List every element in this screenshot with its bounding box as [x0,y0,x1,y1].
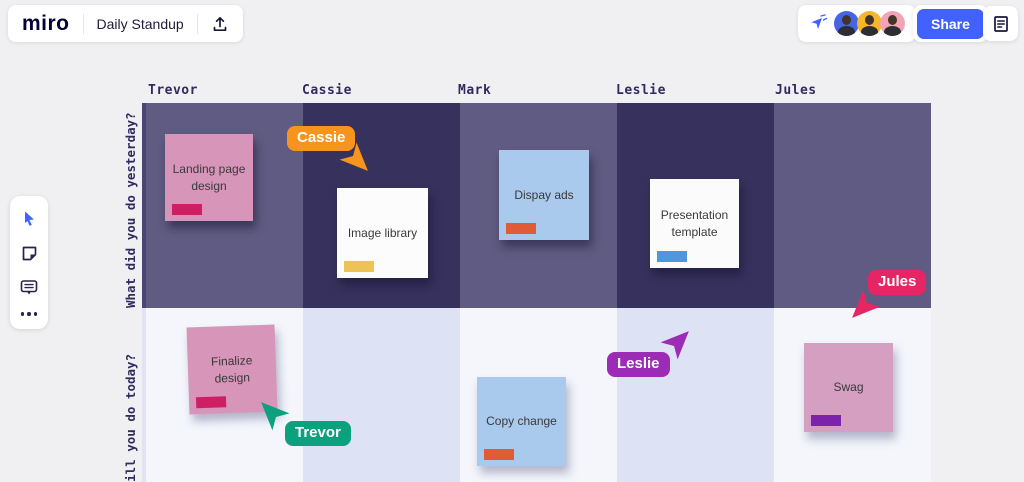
sticky-color-tag [811,415,841,426]
sticky-color-tag [506,223,536,234]
select-tool-icon[interactable] [19,209,39,229]
avatar[interactable] [857,11,882,36]
share-button[interactable]: Share [917,8,984,39]
sticky-note-swag[interactable]: Swag [804,343,893,432]
sticky-text: Image library [347,225,418,240]
share-container: Share [913,5,988,42]
cursor-pointer-cassie-icon [334,137,382,185]
notes-panel-icon[interactable] [991,14,1011,34]
cursor-pointer-jules-icon [838,284,886,332]
sticky-text: Swag [833,380,864,395]
more-tools-icon[interactable] [20,312,38,316]
board-title[interactable]: Daily Standup [96,15,184,32]
divider [82,13,84,34]
sticky-color-tag [195,396,227,409]
collaborator-cursors-icon[interactable] [809,14,828,33]
sticky-note-tool-icon[interactable] [20,244,39,263]
board-row-today [142,308,931,482]
sticky-color-tag [657,251,687,262]
column-header-leslie[interactable]: Leslie [616,83,666,98]
sticky-text: Finalize design [210,353,253,386]
sticky-text: Presentation template [660,208,729,239]
column-header-mark[interactable]: Mark [458,83,492,98]
cursor-name-tag-cassie: Cassie [287,126,356,151]
board-header-bar: miro Daily Standup [8,5,243,42]
sticky-color-tag [344,261,374,272]
column-header-trevor[interactable]: Trevor [148,83,198,98]
avatar[interactable] [880,11,905,36]
row-label-yesterday[interactable]: What did you do yesterday? [123,112,138,308]
sticky-text: Copy change [486,414,557,429]
row-label-today[interactable]: What will you do today? [123,353,138,482]
cursor-name-tag-jules: Jules [868,270,927,295]
column-header-cassie[interactable]: Cassie [302,83,352,98]
cursor-name-tag-trevor: Trevor [285,421,351,446]
avatar-group [834,11,905,36]
comment-tool-icon[interactable] [19,278,39,297]
cursor-pointer-trevor-icon [247,388,295,436]
cursor-pointer-leslie-icon [655,317,703,365]
miro-logo[interactable]: miro [22,11,70,35]
sticky-text: Dispay ads [514,187,574,202]
sticky-note-landing-page-design[interactable]: Landing page design [165,134,253,221]
sticky-note-copy-change[interactable]: Copy change [477,377,566,466]
column-header-jules[interactable]: Jules [775,83,817,98]
export-upload-icon[interactable] [211,15,229,33]
sticky-note-image-library[interactable]: Image library [337,188,428,278]
cell-leslie-today[interactable] [617,308,774,482]
sticky-color-tag [484,449,514,460]
tools-sidebar [10,196,48,329]
avatar[interactable] [834,11,859,36]
cell-cassie-today[interactable] [303,308,460,482]
divider [196,13,198,34]
collaborators-bar [798,5,916,42]
cursor-name-tag-leslie: Leslie [607,352,670,377]
sticky-color-tag [172,204,202,215]
notes-panel-container [983,6,1018,41]
sticky-text: Landing page design [172,162,246,193]
sticky-note-dispay-ads[interactable]: Dispay ads [499,150,589,240]
sticky-note-presentation-template[interactable]: Presentation template [650,179,739,268]
